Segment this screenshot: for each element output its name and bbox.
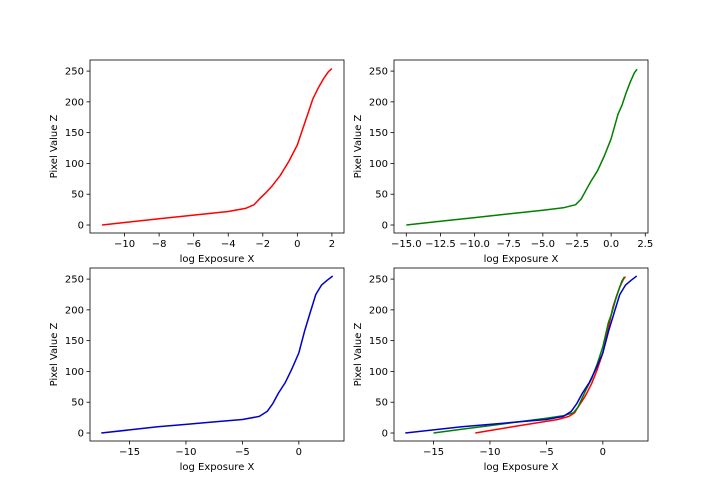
x-tick-label: −2 (255, 239, 270, 250)
series-line (475, 276, 627, 434)
axes-frame (89, 267, 345, 442)
x-tick-label: −10 (114, 239, 135, 250)
x-axis-label: log Exposure X (180, 462, 255, 473)
y-tick-label: 100 (369, 159, 388, 170)
y-tick-label: 100 (65, 159, 84, 170)
x-axis-label: log Exposure X (484, 254, 559, 265)
y-tick-label: 200 (65, 305, 84, 316)
x-tick-label: −12.5 (425, 239, 456, 250)
x-tick-label: 0.0 (603, 239, 619, 250)
axes-frame (89, 59, 345, 234)
x-tick-label: 2.5 (637, 239, 653, 250)
y-tick-label: 50 (71, 190, 84, 201)
y-tick-label: 250 (65, 275, 84, 286)
y-axis-label: Pixel Value Z (353, 322, 364, 386)
y-tick-label: 250 (65, 67, 84, 78)
subplot-blue: −15 −10 −5 0 0 50 100 150 200 250 log Exposure X Pi… (49, 267, 345, 473)
x-tick-label: −10 (175, 447, 196, 458)
series-line (102, 68, 333, 226)
x-tick-label: −15 (119, 447, 140, 458)
y-tick-label: 100 (369, 367, 388, 378)
axes-frame (393, 267, 649, 442)
x-tick-label: −5 (235, 447, 250, 458)
subplot-red: −10 −8 −6 −4 −2 0 2 0 50 100 150 200 250 log Exposure… (49, 59, 345, 265)
series-line (405, 275, 638, 434)
x-axis-label: log Exposure X (484, 462, 559, 473)
x-tick-label: 2 (329, 239, 335, 250)
y-tick-label: 50 (375, 398, 388, 409)
y-tick-label: 0 (382, 220, 388, 231)
x-tick-label: −10 (479, 447, 500, 458)
x-tick-label: −8 (152, 239, 167, 250)
y-axis-label: Pixel Value Z (49, 114, 60, 178)
x-axis-label: log Exposure X (180, 254, 255, 265)
y-tick-label: 50 (375, 190, 388, 201)
x-tick-label: −2.5 (565, 239, 589, 250)
x-tick-label: −10.0 (459, 239, 490, 250)
y-tick-label: 50 (71, 398, 84, 409)
x-tick-label: −15 (423, 447, 444, 458)
x-tick-label: −7.5 (497, 239, 521, 250)
y-axis-label: Pixel Value Z (353, 114, 364, 178)
x-tick-label: −15.0 (391, 239, 422, 250)
x-tick-label: 0 (600, 447, 606, 458)
y-tick-label: 250 (369, 67, 388, 78)
y-tick-label: 250 (369, 275, 388, 286)
x-tick-label: −5 (539, 447, 554, 458)
y-tick-label: 200 (369, 97, 388, 108)
x-tick-label: −4 (221, 239, 236, 250)
x-tick-label: −6 (186, 239, 201, 250)
subplot-green: −15.0 −12.5 −10.0 −7.5 −5.0 −2.5 0.0 2.5 0 50 100 1… (353, 59, 653, 265)
x-tick-label: 0 (294, 239, 300, 250)
y-tick-label: 0 (78, 428, 84, 439)
y-tick-label: 150 (369, 128, 388, 139)
series-line (101, 275, 334, 434)
y-tick-label: 150 (65, 336, 84, 347)
y-tick-label: 100 (65, 367, 84, 378)
y-tick-label: 200 (369, 305, 388, 316)
subplot-combined: −15 −10 −5 0 0 50 100 150 200 250 log Exposure X Pi… (353, 267, 649, 473)
y-axis-label: Pixel Value Z (49, 322, 60, 386)
x-tick-label: 0 (296, 447, 302, 458)
x-tick-label: −5.0 (531, 239, 555, 250)
y-tick-label: 0 (78, 220, 84, 231)
series-line (433, 276, 625, 434)
axes-frame (393, 59, 649, 234)
y-tick-label: 0 (382, 428, 388, 439)
y-tick-label: 200 (65, 97, 84, 108)
series-line (406, 68, 638, 226)
y-tick-label: 150 (369, 336, 388, 347)
y-tick-label: 150 (65, 128, 84, 139)
